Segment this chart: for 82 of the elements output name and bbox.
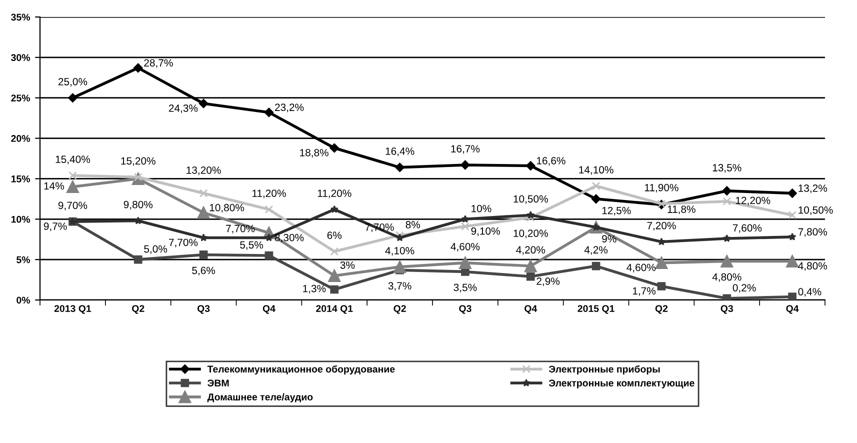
- x-tick-label: Q3: [197, 305, 210, 314]
- x-tick-label: Q2: [132, 305, 144, 314]
- data-label: 3%: [340, 261, 355, 269]
- legend-label: Электронные комплектующие: [548, 380, 694, 388]
- x-tick-label: Q4: [262, 305, 276, 314]
- x-tick-label: Q3: [459, 305, 472, 314]
- x-tick-label: 2015 Q1: [578, 305, 614, 314]
- data-label: 0,2%: [732, 284, 756, 293]
- data-label: 10,50%: [514, 195, 548, 204]
- x-tick-label: Q2: [394, 305, 406, 314]
- x-tick-label: Q4: [786, 305, 799, 314]
- data-label: 1,3%: [303, 284, 326, 294]
- data-label: 13,2%: [798, 184, 828, 194]
- data-label: 16,4%: [386, 148, 414, 156]
- data-label: 3,5%: [454, 284, 477, 292]
- data-label: 12,5%: [602, 206, 631, 216]
- data-label: 10,20%: [514, 230, 548, 238]
- data-label: 25,0%: [58, 78, 88, 87]
- data-label: 10,80%: [210, 204, 244, 213]
- legend-label: ЭВМ: [208, 380, 229, 386]
- data-label: 14,10%: [579, 166, 614, 175]
- x-tick-label: Q4: [524, 305, 538, 314]
- data-label: 23,2%: [275, 104, 304, 112]
- data-label: 7,80%: [798, 228, 828, 237]
- data-label: 4,80%: [712, 273, 742, 282]
- data-label: 4,60%: [450, 242, 480, 252]
- data-label: 11,20%: [252, 190, 286, 198]
- x-tick-label: Q2: [655, 305, 668, 314]
- data-label: 0,4%: [798, 288, 822, 297]
- data-label: 9,10%: [471, 227, 500, 236]
- data-label: 4,60%: [626, 264, 656, 272]
- data-label: 11,8%: [668, 206, 696, 214]
- data-label: 7,70%: [168, 238, 198, 248]
- data-label: 16,7%: [451, 145, 480, 154]
- data-label: 9,80%: [124, 200, 153, 210]
- x-tick-label: 2013 Q1: [54, 305, 92, 314]
- y-tick-label: 10%: [11, 216, 30, 223]
- data-label: 10%: [472, 204, 492, 212]
- y-tick-label: 0%: [16, 296, 30, 304]
- data-label: 9,7%: [44, 222, 67, 232]
- data-label: 15,20%: [121, 157, 156, 166]
- data-label: 5,0%: [144, 245, 168, 254]
- data-label: 13,20%: [186, 166, 221, 176]
- data-label: 16,6%: [536, 157, 566, 166]
- data-label: 5,5%: [240, 241, 264, 250]
- y-tick-label: 35%: [11, 14, 30, 21]
- data-label: 4,10%: [385, 246, 414, 256]
- data-label: 18,8%: [300, 148, 328, 158]
- data-label: 4,2%: [584, 246, 608, 255]
- data-label: 13,5%: [712, 164, 742, 173]
- data-label: 7,60%: [732, 224, 762, 233]
- data-label: 24,3%: [168, 104, 198, 114]
- y-tick-label: 30%: [11, 54, 30, 62]
- data-label: 2,9%: [536, 278, 560, 286]
- data-label: 11,20%: [318, 190, 352, 198]
- legend-label: Телекоммуникационное оборудование: [207, 365, 395, 374]
- data-label: 8%: [406, 221, 420, 228]
- y-tick-label: 25%: [11, 94, 30, 102]
- x-tick-label: Q3: [720, 305, 734, 314]
- data-label: 15,40%: [56, 156, 90, 164]
- data-label: 4,80%: [798, 262, 828, 271]
- y-tick-label: 20%: [11, 135, 30, 142]
- data-label: 9,70%: [58, 202, 88, 210]
- data-label: 9%: [602, 235, 616, 243]
- legend-label: Домашнее теле/аудио: [207, 393, 313, 402]
- legend-label: Электронные приборы: [548, 365, 660, 374]
- data-label: 28,7%: [144, 59, 173, 68]
- data-label: 1,7%: [632, 287, 656, 296]
- data-label: 6%: [327, 232, 342, 240]
- y-tick-label: 15%: [11, 175, 30, 182]
- data-label: 7,70%: [226, 224, 255, 234]
- data-label: 7,20%: [647, 222, 676, 231]
- data-label: 4,20%: [516, 246, 546, 255]
- x-tick-label: 2014 Q1: [316, 305, 353, 314]
- data-label: 5,6%: [192, 266, 216, 276]
- data-label: 14%: [44, 182, 64, 190]
- data-label: 8,30%: [274, 234, 304, 242]
- data-label: 10,50%: [798, 206, 833, 215]
- data-label: 11,90%: [644, 184, 678, 193]
- data-label: 12,20%: [736, 196, 770, 206]
- data-label: 3,7%: [388, 282, 412, 291]
- y-tick-label: 5%: [16, 256, 30, 264]
